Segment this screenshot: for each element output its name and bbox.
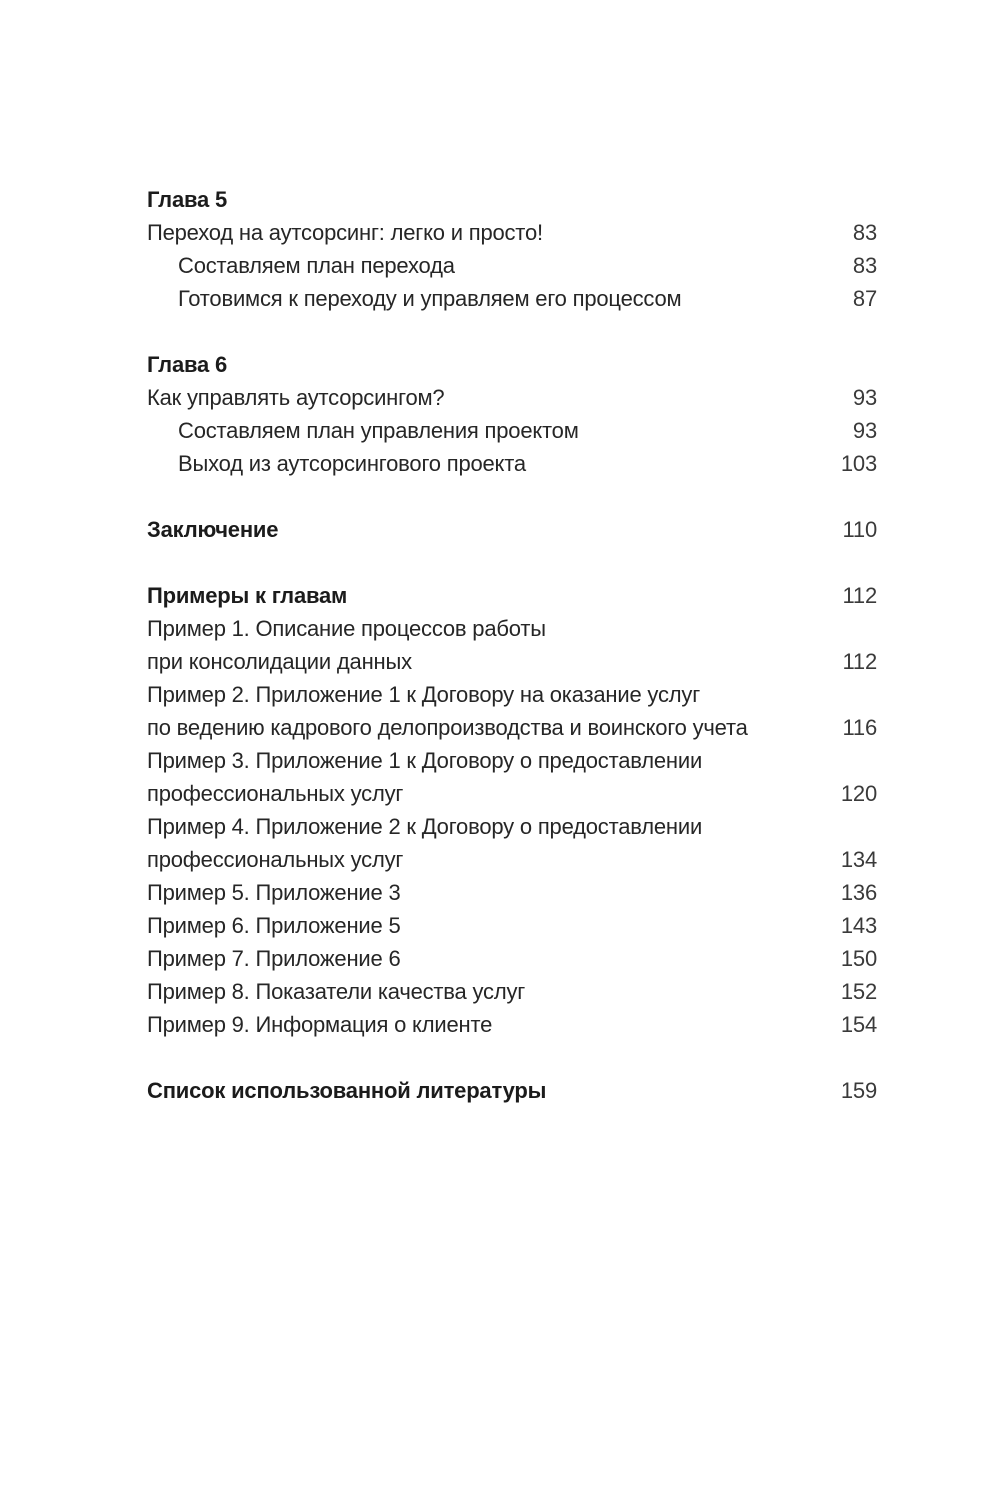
toc-entry-row: Как управлять аутсорсингом? 93 [147,381,877,414]
toc-subentry-row: Готовимся к переходу и управляем его про… [147,282,877,315]
toc-entry-label: профессиональных услуг [147,847,404,872]
table-of-contents: Глава 5 Переход на аутсорсинг: легко и п… [147,183,877,1107]
toc-entry-continuation-row: профессиональных услуг 120 [147,777,877,810]
toc-page-number: 112 [842,583,878,608]
toc-entry-label: Пример 5. Приложение 3 [147,880,401,905]
toc-page-number: 110 [842,517,878,542]
toc-entry-row: Пример 3. Приложение 1 к Договору о пред… [147,744,877,777]
toc-subentry-row: Составляем план перехода 83 [147,249,877,282]
toc-entry-row: Переход на аутсорсинг: легко и просто! 8… [147,216,877,249]
toc-page-number: 143 [840,913,877,938]
toc-heading-label: Примеры к главам [147,583,348,608]
toc-entry-label: Пример 7. Приложение 6 [147,946,401,971]
toc-entry-continuation-row: профессиональных услуг 134 [147,843,877,876]
toc-entry-label: Пример 9. Информация о клиенте [147,1012,493,1037]
toc-page-number: 83 [852,253,877,278]
toc-heading-label: Глава 6 [147,352,228,377]
toc-entry-row: Пример 2. Приложение 1 к Договору на ока… [147,678,877,711]
toc-heading-chapter-6: Глава 6 [147,348,877,381]
toc-entry-row: Пример 5. Приложение 3 136 [147,876,877,909]
toc-entry-label: Пример 2. Приложение 1 к Договору на ока… [147,682,701,707]
toc-entry-label: Пример 1. Описание процессов работы [147,616,546,641]
toc-subentry-row: Выход из аутсорсингового проекта 103 [147,447,877,480]
toc-entry-label: Как управлять аутсорсингом? [147,385,445,410]
toc-entry-row: Пример 1. Описание процессов работы [147,612,877,645]
toc-page-number: 150 [840,946,877,971]
toc-entry-label: профессиональных услуг [147,781,404,806]
toc-entry-label: по ведению кадрового делопроизводства и … [147,715,748,740]
toc-entry-row: Пример 7. Приложение 6 150 [147,942,877,975]
toc-entry-label: при консолидации данных [147,649,412,674]
toc-subentry-row: Составляем план управления проектом 93 [147,414,877,447]
toc-page-number: 120 [840,781,877,806]
toc-entry-label: Составляем план управления проектом [178,418,579,443]
toc-entry-row: Пример 6. Приложение 5 143 [147,909,877,942]
toc-page-number: 103 [840,451,877,476]
toc-page-number: 93 [852,385,877,410]
toc-entry-label: Пример 4. Приложение 2 к Договору о пред… [147,814,703,839]
toc-heading-chapter-5: Глава 5 [147,183,877,216]
toc-entry-label: Переход на аутсорсинг: легко и просто! [147,220,543,245]
toc-entry-label: Пример 3. Приложение 1 к Договору о пред… [147,748,703,773]
toc-page-number: 154 [840,1012,877,1037]
toc-entry-row: Пример 4. Приложение 2 к Договору о пред… [147,810,877,843]
toc-entry-label: Пример 8. Показатели качества услуг [147,979,526,1004]
toc-entry-continuation-row: по ведению кадрового делопроизводства и … [147,711,877,744]
toc-entry-continuation-row: при консолидации данных 112 [147,645,877,678]
toc-entry-label: Составляем план перехода [178,253,455,278]
toc-heading-conclusion: Заключение 110 [147,513,877,546]
toc-page-number: 134 [840,847,877,872]
toc-page-number: 87 [852,286,877,311]
toc-entry-label: Пример 6. Приложение 5 [147,913,401,938]
toc-page-number: 83 [852,220,877,245]
toc-page-number: 93 [852,418,877,443]
toc-heading-label: Список использованной литературы [147,1078,547,1103]
toc-heading-label: Заключение [147,517,279,542]
toc-page-number: 136 [840,880,877,905]
toc-entry-label: Выход из аутсорсингового проекта [178,451,526,476]
toc-heading-label: Глава 5 [147,187,228,212]
toc-entry-label: Готовимся к переходу и управляем его про… [178,286,682,311]
toc-page-number: 112 [842,649,878,674]
toc-heading-bibliography: Список использованной литературы 159 [147,1074,877,1107]
toc-page-number: 152 [840,979,877,1004]
toc-page-number: 116 [842,715,878,740]
toc-entry-row: Пример 9. Информация о клиенте 154 [147,1008,877,1041]
toc-page-number: 159 [840,1078,877,1103]
toc-heading-examples: Примеры к главам 112 [147,579,877,612]
toc-entry-row: Пример 8. Показатели качества услуг 152 [147,975,877,1008]
